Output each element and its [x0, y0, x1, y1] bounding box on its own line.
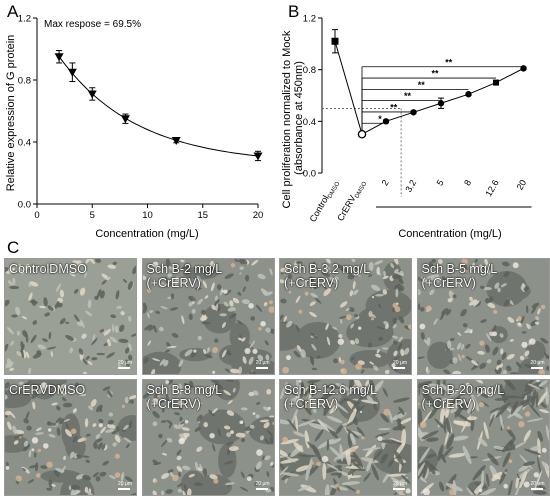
chart-b-significance-label: **: [418, 80, 426, 90]
chart-b-significance-label: **: [404, 91, 412, 101]
chart-b-point-2: [437, 100, 445, 107]
scale-bar: [255, 367, 268, 369]
micrograph-grid: ControlDMSO 20 μm Sch B-2 mg/L (+CrERV) 20 …: [4, 258, 550, 496]
chart-a-point-0: [54, 53, 64, 62]
scale-bar: [118, 367, 130, 369]
chart-b-category-label: 8: [462, 178, 473, 187]
chart-b-point-4: [493, 79, 499, 86]
chart-b-y-tick-label: 0.8: [303, 65, 316, 76]
chart-b-category-label: 12.6: [483, 178, 500, 198]
micrograph-label: Sch B-5 mg/L (+CrERV): [421, 262, 498, 290]
scale-bar-label: 20 μm: [393, 481, 407, 487]
scale-bar-label: 20 μm: [255, 360, 270, 366]
scale-bar: [530, 488, 543, 490]
scale-bar-label: 20 μm: [255, 481, 270, 487]
chart-a-y-tick-label: 0.0: [18, 200, 31, 211]
micrograph-1: ControlDMSO 20 μm: [4, 258, 137, 375]
chart-b-point-1: [410, 109, 417, 116]
chart-a-point-5: [253, 152, 263, 161]
chart-a-point-3: [120, 115, 130, 124]
micrograph-label: ControlDMSO: [9, 262, 87, 276]
chart-b-point-3: [465, 91, 472, 98]
micrograph-texture: [417, 380, 549, 495]
chart-a-x-tick-label: 15: [197, 210, 208, 221]
chart-a: Max respose = 69.5% Concentration (mg/L)…: [5, 14, 264, 241]
micrograph-texture: [280, 380, 411, 495]
chart-b-category-label: 5: [435, 178, 446, 187]
micrograph-label: Sch B-2 mg/L (+CrERV): [146, 262, 223, 290]
chart-a-xlabel: Concentration (mg/L): [95, 228, 198, 240]
chart-b-series-line: [334, 41, 524, 135]
scale-bar: [118, 488, 130, 490]
chart-b-category-label: 2: [380, 178, 391, 187]
chart-a-fit-curve: [58, 56, 259, 157]
micrograph-texture: [280, 259, 411, 374]
chart-a-annotation: Max respose = 69.5%: [44, 19, 141, 30]
micrograph-label: Sch B-20 mg/L (+CrERV): [421, 383, 505, 411]
scale-bar-label: 20 μm: [393, 360, 407, 366]
chart-b-y-tick-label: 0.0: [303, 169, 316, 180]
scale-bar: [530, 367, 543, 369]
chart-b-control-point: [331, 37, 339, 45]
micrograph-label: CrERVDMSO: [9, 383, 86, 397]
scale-bar-label: 20 μm: [118, 360, 132, 366]
chart-a-y-tick-label: 0.4: [18, 138, 31, 149]
micrograph-texture: [142, 380, 274, 495]
chart-a-point-2: [87, 90, 97, 99]
chart-b-y-tick-label: 0.4: [303, 117, 316, 128]
chart-a-x-tick-label: 20: [253, 210, 264, 221]
chart-a-ylabel: Relative expression of G protein: [5, 35, 17, 192]
scale-bar-label: 20 μm: [530, 360, 545, 366]
chart-b-category-label: 3.2: [403, 178, 418, 194]
chart-b-control-point: [357, 129, 367, 139]
micrograph-texture: [5, 259, 136, 374]
chart-a-y-tick-label: 0.8: [18, 76, 31, 87]
chart-a-x-tick-label: 5: [90, 210, 95, 221]
chart-b-point-5: [520, 65, 527, 72]
chart-b-ylabel: Cell proliferation normalized to Mock (a…: [282, 28, 305, 209]
chart-b-category-label: 20: [515, 178, 529, 192]
chart-b-xlabel: Concentration (mg/L): [398, 228, 501, 240]
micrograph-label: Sch B-8 mg/L (+CrERV): [146, 383, 223, 411]
micrograph-5: CrERVDMSO 20 μm: [4, 379, 137, 496]
chart-b-significance-label: **: [445, 57, 453, 67]
scale-bar: [255, 488, 268, 490]
micrograph-7: Sch B-12.6 mg/L (+CrERV) 20 μm: [279, 379, 412, 496]
chart-a-y-tick-label: 1.2: [18, 14, 31, 25]
micrograph-texture: [417, 259, 549, 374]
panel-letter-a: A: [7, 2, 19, 21]
micrograph-label: Sch B-3.2 mg/L (+CrERV): [284, 262, 371, 290]
micrograph-label: Sch B-12.6 mg/L (+CrERV): [284, 383, 378, 411]
chart-b: Concentration (mg/L) Cell proliferation …: [282, 14, 532, 240]
chart-b-ylabel-line2: (absorbance at 450nm): [293, 61, 305, 175]
chart-a-point-1: [67, 68, 77, 77]
chart-b-ylabel-line1: Cell proliferation normalized to Mock: [282, 30, 293, 208]
scale-bar-label: 20 μm: [530, 481, 545, 487]
chart-a-x-tick-label: 10: [142, 210, 153, 221]
micrograph-texture: [142, 259, 274, 374]
scale-bar-label: 20 μm: [118, 481, 132, 487]
micrograph-8: Sch B-20 mg/L (+CrERV) 20 μm: [416, 379, 550, 496]
chart-a-point-4: [171, 136, 181, 145]
chart-b-y-tick-label: 1.2: [303, 14, 316, 25]
micrograph-texture: [5, 380, 136, 495]
chart-a-x-tick-label: 0: [34, 210, 39, 221]
panel-letter-c: C: [7, 238, 20, 257]
chart-b-point-0: [382, 118, 390, 125]
micrograph-3: Sch B-3.2 mg/L (+CrERV) 20 μm: [279, 258, 412, 375]
micrograph-4: Sch B-5 mg/L (+CrERV) 20 μm: [416, 258, 550, 375]
micrograph-2: Sch B-2 mg/L (+CrERV) 20 μm: [141, 258, 275, 375]
scale-bar: [393, 367, 405, 369]
chart-b-significance-label: **: [390, 102, 398, 112]
panel-letter-b: B: [288, 2, 300, 21]
chart-b-significance-label: *: [378, 114, 382, 124]
micrograph-6: Sch B-8 mg/L (+CrERV) 20 μm: [141, 379, 275, 496]
chart-b-significance-label: **: [431, 69, 439, 79]
scale-bar: [393, 488, 405, 490]
